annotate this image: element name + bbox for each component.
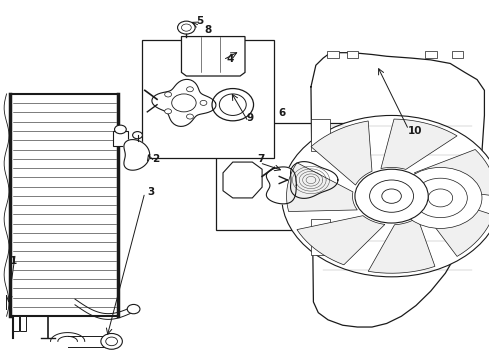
Text: 2: 2 <box>152 154 160 164</box>
Circle shape <box>382 189 401 203</box>
Circle shape <box>282 116 490 277</box>
Ellipse shape <box>212 89 253 121</box>
Text: 9: 9 <box>246 113 253 123</box>
Circle shape <box>200 100 207 105</box>
Polygon shape <box>297 216 385 265</box>
Polygon shape <box>415 149 490 196</box>
Circle shape <box>165 92 172 97</box>
Circle shape <box>181 24 191 31</box>
Text: 3: 3 <box>147 187 155 197</box>
Bar <box>327 51 339 58</box>
Polygon shape <box>287 163 357 212</box>
Circle shape <box>428 189 453 207</box>
Bar <box>311 220 330 255</box>
Bar <box>13 316 19 330</box>
Bar <box>216 123 347 230</box>
Text: 6: 6 <box>278 108 285 118</box>
Bar <box>113 131 128 145</box>
Circle shape <box>355 169 428 223</box>
Circle shape <box>172 94 196 112</box>
Circle shape <box>133 132 143 139</box>
Text: 8: 8 <box>205 25 212 35</box>
Bar <box>20 316 26 330</box>
Text: 4: 4 <box>227 54 234 64</box>
Circle shape <box>414 178 467 218</box>
Polygon shape <box>223 162 262 198</box>
Polygon shape <box>181 37 245 76</box>
Text: 1: 1 <box>10 256 17 266</box>
Polygon shape <box>152 80 216 126</box>
Bar <box>425 51 437 58</box>
Polygon shape <box>124 140 150 170</box>
Circle shape <box>177 21 195 34</box>
Polygon shape <box>267 167 296 204</box>
Polygon shape <box>311 53 485 327</box>
Text: 7: 7 <box>257 154 265 164</box>
Text: 5: 5 <box>196 16 204 26</box>
Bar <box>143 40 274 158</box>
Ellipse shape <box>220 94 246 116</box>
Circle shape <box>369 180 414 212</box>
Polygon shape <box>381 119 457 170</box>
Text: 10: 10 <box>408 126 422 135</box>
Bar <box>452 51 464 58</box>
Circle shape <box>165 109 172 114</box>
Circle shape <box>399 167 482 228</box>
Circle shape <box>187 114 194 119</box>
Circle shape <box>187 87 194 92</box>
Polygon shape <box>311 121 372 185</box>
Circle shape <box>106 337 118 346</box>
Polygon shape <box>368 217 435 273</box>
Polygon shape <box>424 195 490 256</box>
Circle shape <box>127 305 140 314</box>
Circle shape <box>115 125 126 134</box>
Circle shape <box>101 333 122 349</box>
Bar <box>311 119 330 151</box>
Bar <box>10 94 118 316</box>
Polygon shape <box>291 162 338 198</box>
Bar <box>346 51 358 58</box>
